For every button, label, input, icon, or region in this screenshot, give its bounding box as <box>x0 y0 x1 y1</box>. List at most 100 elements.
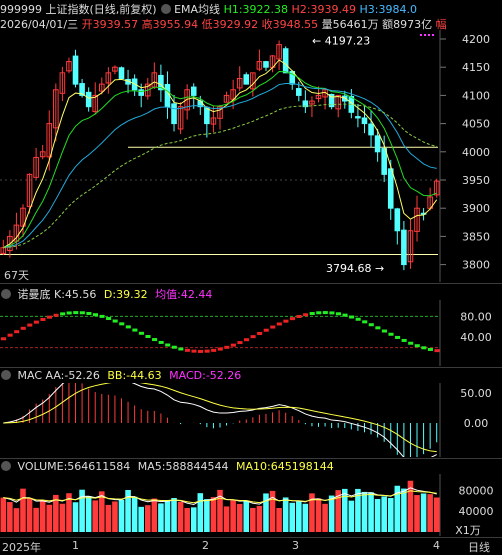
volume-bar <box>427 494 433 532</box>
price-tick-label: 4000 <box>462 146 490 159</box>
kd-marker <box>184 348 190 352</box>
volume-bar <box>184 508 190 532</box>
volume-bar <box>335 490 341 532</box>
volume-bar <box>66 493 72 532</box>
volume-settings-icon[interactable] <box>1 461 11 471</box>
volume-bar <box>138 506 144 532</box>
volume-bar <box>72 502 79 532</box>
kd-header: 诺曼底 K:45.56 D:39.32 均值:42.44 <box>0 286 212 301</box>
h1-value: 3922.38 <box>242 3 289 16</box>
candle-body <box>368 123 374 136</box>
period-label[interactable]: 日线 <box>468 541 490 554</box>
candle-body <box>138 89 144 96</box>
kd-marker <box>204 349 210 353</box>
kd-marker <box>14 330 20 334</box>
volume-bar <box>315 498 322 532</box>
macd-value: -52.26 <box>205 369 242 382</box>
low-value: 3929.92 <box>212 18 259 31</box>
adjust-mode[interactable]: (日线,前复权) <box>89 3 157 16</box>
candle-body <box>59 72 66 94</box>
volume-bar <box>243 500 250 532</box>
kd-settings-icon[interactable] <box>1 289 11 299</box>
candle-body <box>433 180 440 196</box>
stock-name[interactable]: 上证指数 <box>45 3 90 16</box>
candle-body <box>243 74 250 85</box>
candle-body <box>20 207 26 227</box>
open-value: 3939.57 <box>92 18 139 31</box>
candle-body <box>374 135 381 153</box>
kd-marker <box>60 312 66 316</box>
ema-line-trend <box>3 103 437 249</box>
settings-icon[interactable] <box>161 4 172 14</box>
h3-label: H3: <box>359 3 379 16</box>
kd-marker <box>342 313 348 317</box>
volume-bar <box>414 495 420 532</box>
volume-bar <box>20 488 26 532</box>
volume-bar <box>407 480 414 532</box>
kd-name[interactable]: 诺曼底 <box>17 288 51 301</box>
candle-body <box>204 106 210 125</box>
candle-body <box>177 106 184 130</box>
high-label: 高 <box>141 18 153 31</box>
candle-body <box>381 148 387 175</box>
volume-bar <box>296 501 302 532</box>
kd-marker <box>230 343 236 347</box>
macd-aa-label: AA: <box>45 369 65 382</box>
candle-body <box>296 88 302 96</box>
volume-bar <box>85 496 92 532</box>
macd-chart[interactable]: 50.00 0.00 <box>0 383 502 457</box>
volume-bar <box>328 495 335 532</box>
volume-bar <box>210 497 217 532</box>
high-mark-label: ← 4197.23 <box>312 35 370 48</box>
volume-bar <box>59 503 66 532</box>
low-mark-label: 3794.68 → <box>326 262 384 275</box>
price-chart[interactable]: 4200 4150 4100 4050 4000 3950 3900 3850 3800 ← 41… <box>0 30 502 282</box>
kd-marker <box>381 329 387 333</box>
ma10-value: 645198144 <box>270 460 334 473</box>
stock-code: 999999 <box>0 3 42 16</box>
kd-marker <box>198 349 204 353</box>
volume-bar <box>322 503 328 532</box>
candle-body <box>144 83 151 97</box>
volume-bar <box>0 497 7 532</box>
kd-marker <box>395 335 401 339</box>
candle-body <box>420 212 427 215</box>
volume-bar <box>361 491 368 532</box>
volume-bar <box>99 491 105 532</box>
volume-name[interactable]: VOLUME: <box>17 460 68 473</box>
candle-body <box>387 168 394 209</box>
indicator-name[interactable]: EMA均线 <box>174 3 221 16</box>
volume-bar <box>276 507 282 532</box>
amt-label: 额 <box>382 18 394 31</box>
kd-tick-label: 40.00 <box>460 331 492 344</box>
price-tick-label: 4150 <box>462 61 490 74</box>
time-label-4: 4 <box>433 539 440 552</box>
kd-marker <box>106 317 112 321</box>
volume-bar <box>171 497 177 532</box>
kd-marker <box>191 349 197 353</box>
kd-marker <box>434 349 440 353</box>
kd-marker <box>237 341 243 345</box>
candle-body <box>79 83 85 96</box>
volume-chart[interactable]: 80000 40000 X1万 <box>0 474 502 536</box>
kd-marker <box>112 319 118 323</box>
kd-marker <box>427 347 433 351</box>
volume-bar <box>144 505 151 532</box>
candle-body <box>39 151 46 158</box>
volume-bar <box>197 493 204 532</box>
candle-body <box>328 93 335 108</box>
kd-chart[interactable]: 80.00 40.00 <box>0 300 502 366</box>
kd-marker <box>408 341 414 345</box>
macd-name[interactable]: MAC <box>17 369 43 382</box>
kd-marker <box>1 337 7 341</box>
kd-d-value: 39.32 <box>116 288 148 301</box>
candle-body <box>282 48 289 74</box>
price-tick-label: 3800 <box>462 259 490 272</box>
candle-body <box>401 229 407 266</box>
candle-body <box>72 55 79 85</box>
price-tick-label: 3950 <box>462 174 490 187</box>
volume-bar <box>112 501 118 532</box>
kd-marker <box>119 322 125 326</box>
macd-settings-icon[interactable] <box>1 370 11 380</box>
ma10-label: MA10: <box>236 460 271 473</box>
